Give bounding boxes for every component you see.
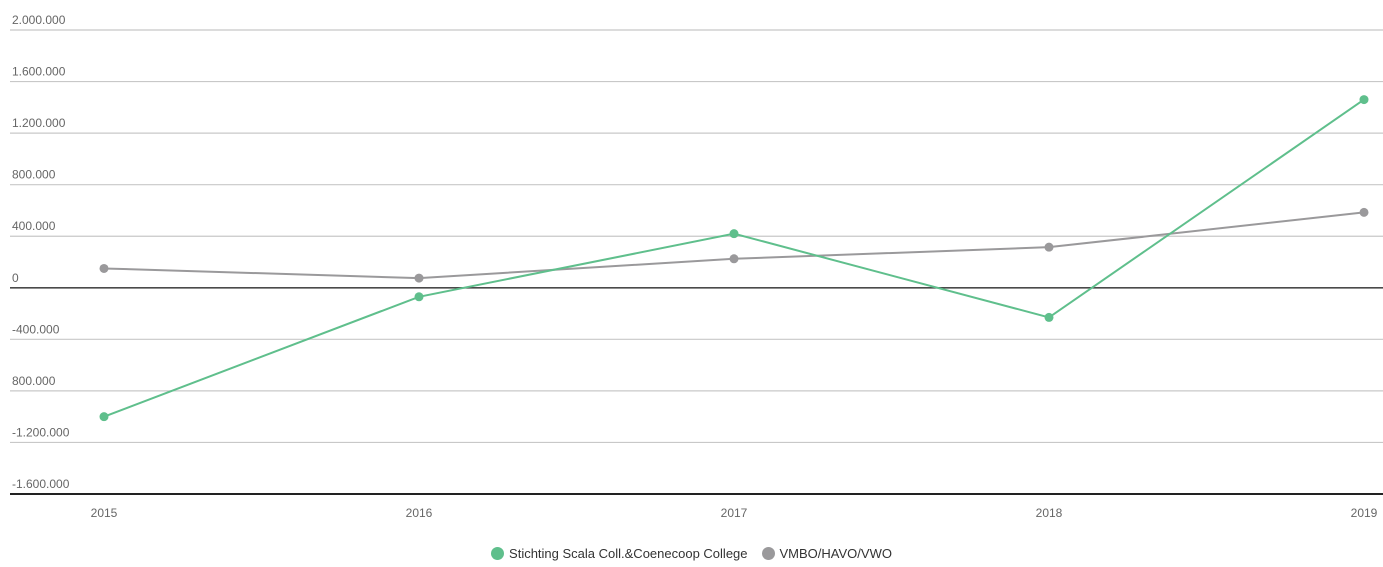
y-tick-label: 800.000 <box>12 374 56 388</box>
y-tick-label: 1.600.000 <box>12 65 66 79</box>
legend-label-scala: Stichting Scala Coll.&Coenecoop College <box>509 546 748 561</box>
data-point <box>414 273 424 283</box>
data-point <box>1359 207 1369 217</box>
legend: Stichting Scala Coll.&Coenecoop College … <box>0 546 1383 561</box>
data-point <box>1044 242 1054 252</box>
y-axis-tick-labels: 2.000.000 1.600.000 1.200.000 800.000 400.00… <box>12 13 70 491</box>
data-point <box>729 254 739 264</box>
y-tick-label: 800.000 <box>12 168 56 182</box>
data-point <box>99 263 109 273</box>
grid-lines <box>10 29 1383 495</box>
x-axis-tick-labels: 2015 2016 2017 2018 2019 <box>91 506 1378 520</box>
x-tick-label: 2015 <box>91 506 118 520</box>
y-tick-label: 400.000 <box>12 219 56 233</box>
legend-swatch-scala <box>491 547 505 560</box>
y-tick-label: -400.000 <box>12 322 60 336</box>
series-line <box>103 211 1365 280</box>
y-tick-label: 0 <box>12 271 19 285</box>
legend-swatch-vmbo <box>761 547 775 560</box>
legend-label-vmbo: VMBO/HAVO/VWO <box>779 546 892 561</box>
data-point <box>414 292 424 302</box>
y-tick-label: -1.200.000 <box>12 425 70 439</box>
y-tick-label: 2.000.000 <box>12 13 66 27</box>
y-tick-label: -1.600.000 <box>12 477 70 491</box>
y-tick-label: 1.200.000 <box>12 116 66 130</box>
legend-item-vmbo[interactable]: VMBO/HAVO/VWO <box>761 546 892 561</box>
x-tick-label: 2019 <box>1351 506 1378 520</box>
line-chart: 2.000.000 1.600.000 1.200.000 800.000 400.00… <box>10 13 1383 520</box>
data-point <box>99 412 109 422</box>
x-tick-label: 2017 <box>721 506 748 520</box>
data-point <box>1044 312 1054 322</box>
x-tick-label: 2018 <box>1036 506 1063 520</box>
x-tick-label: 2016 <box>406 506 433 520</box>
series-lines <box>99 95 1369 422</box>
data-point <box>1359 95 1369 105</box>
data-point <box>729 229 739 239</box>
legend-item-scala[interactable]: Stichting Scala Coll.&Coenecoop College <box>491 546 748 561</box>
